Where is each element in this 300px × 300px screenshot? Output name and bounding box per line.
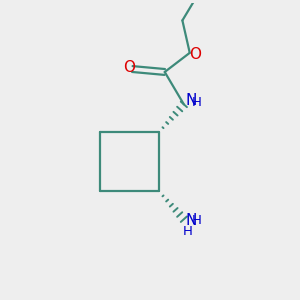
Text: N: N [185,93,197,108]
Text: H: H [182,225,192,238]
Text: O: O [189,47,201,62]
Text: O: O [123,60,135,75]
Text: H: H [192,214,202,227]
Text: N: N [185,213,197,228]
Text: H: H [192,95,202,109]
